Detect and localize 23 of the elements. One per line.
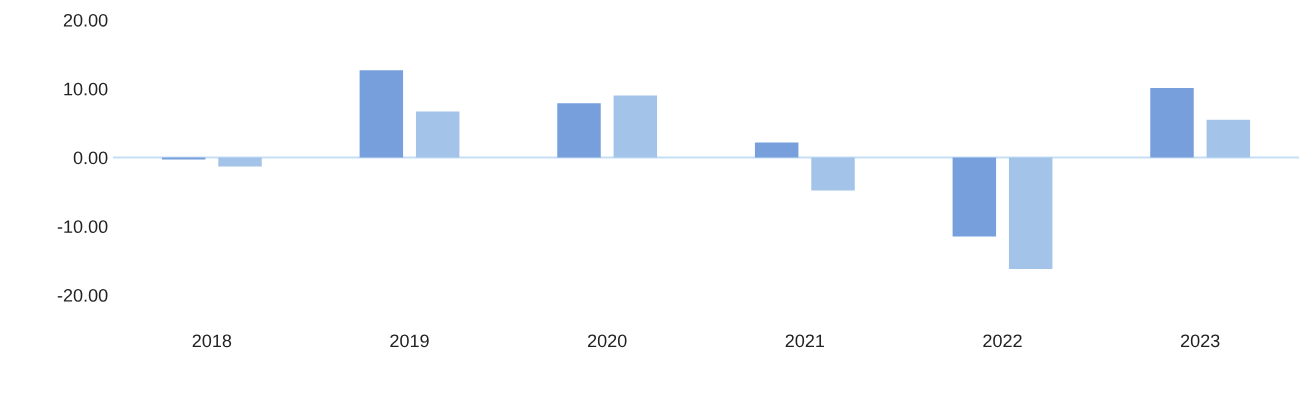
- bar: [1150, 88, 1194, 158]
- bar: [952, 157, 997, 237]
- y-tick-label: 0.00: [73, 151, 108, 165]
- y-tick-label: 20.00: [63, 13, 108, 27]
- bar: [1206, 119, 1251, 158]
- x-tick-label: 2019: [390, 334, 429, 348]
- bar: [161, 157, 206, 160]
- bar: [1008, 157, 1053, 269]
- x-tick-label: 2023: [1180, 334, 1220, 348]
- bar: [359, 70, 404, 158]
- y-tick-label: 10.00: [64, 82, 108, 96]
- bar: [557, 103, 601, 158]
- bar: [218, 157, 262, 167]
- x-tick-label: 2022: [983, 334, 1022, 348]
- x-tick-label: 2018: [192, 334, 232, 348]
- bar: [415, 111, 460, 158]
- y-tick-label: -10.00: [57, 220, 108, 234]
- x-tick-label: 2021: [785, 334, 825, 348]
- bar: [754, 142, 799, 158]
- y-tick-label: -20.00: [57, 289, 108, 302]
- x-tick-label: 2020: [588, 334, 627, 348]
- bar: [811, 157, 855, 191]
- bar: [613, 95, 658, 158]
